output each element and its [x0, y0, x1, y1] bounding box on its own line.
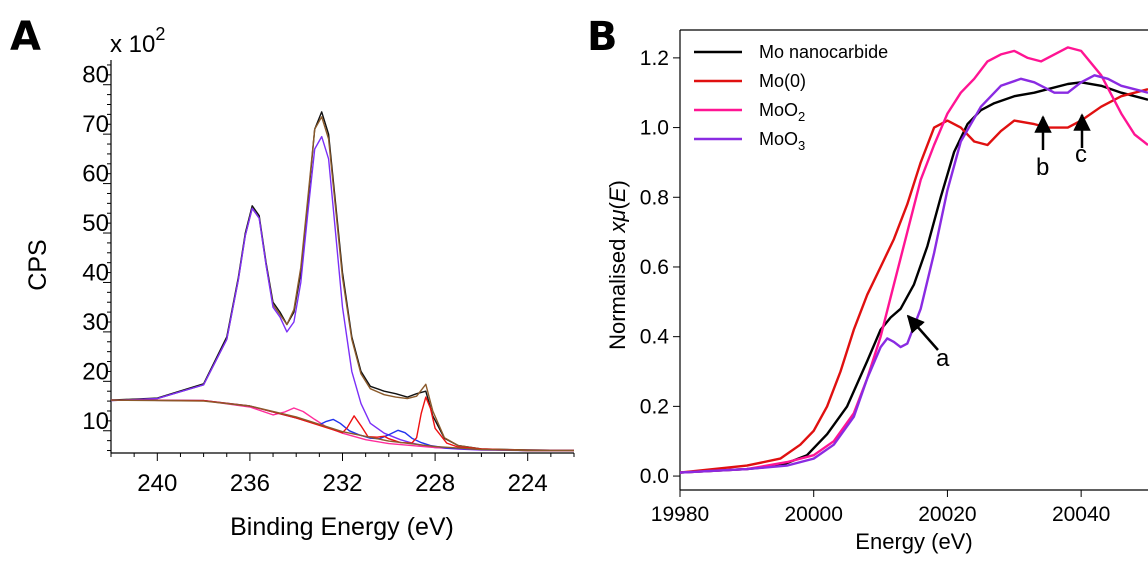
y-multiplier-label: x 102	[110, 24, 165, 58]
panel-b-x-tick-label: 20000	[785, 503, 843, 526]
panel-a-series-line-4	[111, 399, 574, 452]
panel-b-y-tick-label: 0.6	[640, 256, 669, 279]
panel-b-legend: Mo nanocarbide Mo(0) MoO2 MoO3	[694, 42, 888, 153]
annotation-a: a	[936, 345, 950, 372]
panel-a-series-line-5	[111, 396, 574, 452]
panel-a-x-tick-label: 240	[137, 470, 177, 497]
panel-a-series	[111, 111, 574, 452]
panel-a-y-tick-label: 50	[82, 210, 109, 237]
panel-a-y-tick-label: 80	[82, 62, 109, 89]
panel-b-x-axis-title: Energy (eV)	[855, 529, 972, 554]
panel-a-series-line-6	[111, 399, 574, 452]
panel-a-y-axis-title: CPS	[24, 239, 52, 290]
panel-a-y-tick-label: 40	[82, 259, 109, 286]
panel-b-y-tick-label: 0.2	[640, 395, 669, 418]
panel-b-annotations: a b c	[906, 113, 1091, 372]
y-axis-title-e: E	[605, 187, 630, 202]
panel-a-letter: A	[10, 14, 41, 60]
panel-b-series-line-0	[680, 81, 1148, 474]
y-multiplier-base: x 10	[110, 31, 155, 58]
panel-b-y-tick-label: 0.8	[640, 186, 669, 209]
panel-b-letter: B	[587, 14, 618, 60]
panel-a-series-line-2	[111, 135, 574, 452]
legend-label-0: Mo nanocarbide	[759, 42, 888, 62]
panel-a-axes: 10 20 30 40 50 60 70 80 240 236 232 228 224	[82, 60, 575, 497]
panel-b-y-tick-label: 1.0	[640, 117, 669, 140]
panel-b-x-tick-label: 19980	[651, 503, 709, 526]
arrow-a	[906, 314, 939, 351]
panel-b-axes: 0.0 0.2 0.4 0.6 0.8 1.0 1.2 19980 20000 20020 2004…	[640, 29, 1148, 526]
panel-a-x-tick-label: 228	[415, 470, 455, 497]
y-axis-title-mu: μ	[605, 209, 630, 222]
panel-b-series-line-3	[680, 74, 1148, 474]
annotation-b: b	[1036, 154, 1049, 181]
panel-b-y-tick-label: 0.0	[640, 465, 669, 488]
panel-a-y-tick-label: 70	[82, 111, 109, 138]
y-multiplier-exponent: 2	[155, 24, 165, 44]
y-axis-title-x: x	[605, 221, 630, 234]
y-axis-title-close-paren: )	[605, 180, 630, 187]
panel-b-y-axis-title: Normalised xμ(E)	[605, 180, 630, 350]
panel-a-y-tick-label: 20	[82, 358, 109, 385]
panel-b-series-line-2	[680, 46, 1148, 474]
y-axis-title-prefix: Normalised	[605, 233, 630, 350]
panel-b-series	[680, 46, 1148, 474]
panel-a-x-tick-label: 224	[508, 470, 548, 497]
panel-b-y-tick-label: 1.2	[640, 47, 669, 70]
legend-label-1: Mo(0)	[759, 71, 806, 91]
panel-a-y-tick-label: 10	[82, 408, 109, 435]
panel-b-y-tick-label: 0.4	[640, 326, 670, 349]
panel-a-y-tick-label: 60	[82, 161, 109, 188]
panel-b-x-tick-label: 20040	[1052, 503, 1110, 526]
legend-label-3: MoO3	[759, 129, 805, 153]
panel-a-x-axis-title: Binding Energy (eV)	[230, 513, 454, 541]
legend-label-2: MoO2	[759, 100, 805, 124]
panel-a-x-tick-label: 232	[322, 470, 362, 497]
panel-b-xanes-chart: B 0.0 0.2 0.4 0.6 0.8 1.0 1.2 19980 20000 20020 20…	[587, 14, 1148, 554]
panel-a-x-tick-label: 236	[230, 470, 270, 497]
panel-b-x-tick-label: 20020	[918, 503, 976, 526]
panel-b-series-line-1	[680, 88, 1148, 474]
panel-a-y-tick-label: 30	[82, 309, 109, 336]
y-axis-title-open-paren: (	[605, 201, 630, 209]
annotation-c: c	[1075, 141, 1087, 168]
